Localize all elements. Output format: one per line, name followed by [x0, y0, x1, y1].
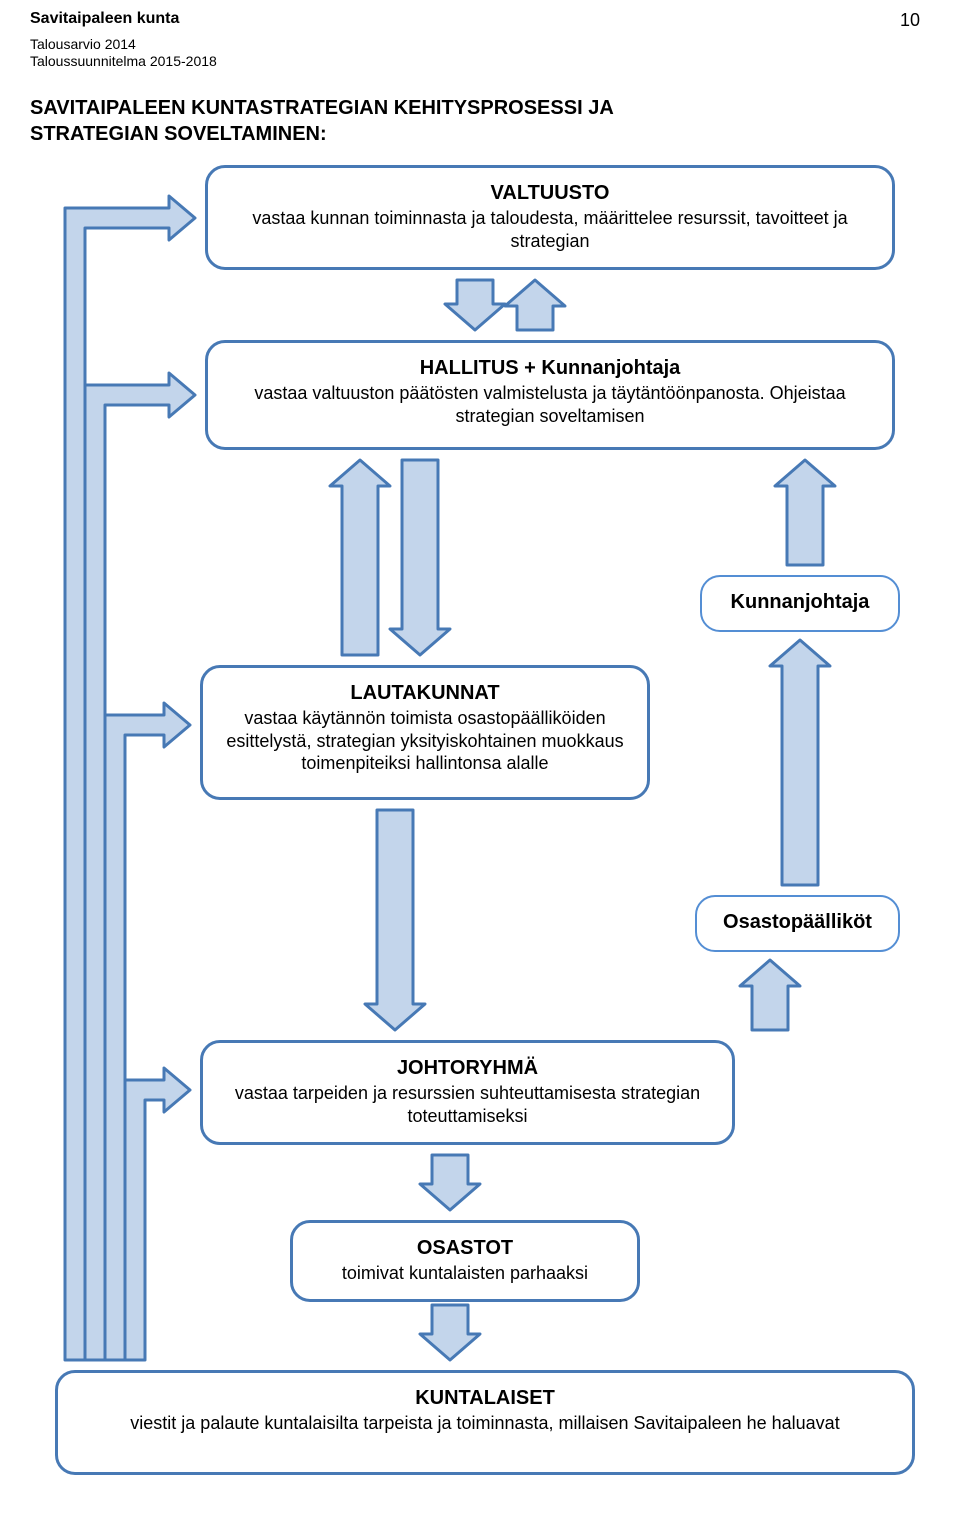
main-title-l2: STRATEGIAN SOVELTAMINEN: — [30, 123, 327, 145]
box-kunt-title: KUNTALAISET — [78, 1387, 892, 1410]
box-lautak-desc: vastaa käytännön toimista osastopäällikö… — [223, 707, 627, 775]
subheader-line2: Taloussuunnitelma 2015-2018 — [30, 53, 217, 69]
subheader-line1: Talousarvio 2014 — [30, 36, 136, 52]
box-lautak-title: LAUTAKUNNAT — [223, 682, 627, 705]
box-kunnanjohtaja: Kunnanjohtaja — [700, 575, 900, 632]
box-hallitus: HALLITUS + Kunnanjohtaja vastaa valtuust… — [205, 340, 895, 450]
box-valtuusto-title: VALTUUSTO — [228, 182, 872, 205]
box-johto-title: JOHTORYHMÄ — [223, 1057, 712, 1080]
box-valtuusto-desc: vastaa kunnan toiminnasta ja taloudesta,… — [228, 207, 872, 252]
doc-header: Savitaipaleen kunta — [30, 10, 179, 28]
box-osastot-title: OSASTOT — [313, 1237, 617, 1260]
box-osastot: OSASTOT toimivat kuntalaisten parhaaksi — [290, 1220, 640, 1302]
box-kuntalaiset: KUNTALAISET viestit ja palaute kuntalais… — [55, 1370, 915, 1475]
main-title-l1: SAVITAIPALEEN KUNTASTRATEGIAN KEHITYSPRO… — [30, 97, 614, 119]
org-name: Savitaipaleen kunta — [30, 10, 179, 27]
box-hallitus-title: HALLITUS + Kunnanjohtaja — [228, 357, 872, 380]
box-osastopaallikot: Osastopäälliköt — [695, 895, 900, 952]
box-johtoryhma: JOHTORYHMÄ vastaa tarpeiden ja resurssie… — [200, 1040, 735, 1145]
box-osastot-desc: toimivat kuntalaisten parhaaksi — [313, 1262, 617, 1285]
box-kj-title: Kunnanjohtaja — [722, 591, 878, 614]
box-valtuusto: VALTUUSTO vastaa kunnan toiminnasta ja t… — [205, 165, 895, 270]
box-hallitus-desc: vastaa valtuuston päätösten valmistelust… — [228, 382, 872, 427]
box-lautakunnat: LAUTAKUNNAT vastaa käytännön toimista os… — [200, 665, 650, 800]
box-kunt-desc: viestit ja palaute kuntalaisilta tarpeis… — [78, 1412, 892, 1435]
page-number: 10 — [900, 10, 920, 31]
doc-subheader: Talousarvio 2014 Taloussuunnitelma 2015-… — [30, 36, 217, 70]
box-johto-desc: vastaa tarpeiden ja resurssien suhteutta… — [223, 1082, 712, 1127]
main-title: SAVITAIPALEEN KUNTASTRATEGIAN KEHITYSPRO… — [30, 95, 614, 147]
box-op-title: Osastopäälliköt — [717, 911, 878, 934]
